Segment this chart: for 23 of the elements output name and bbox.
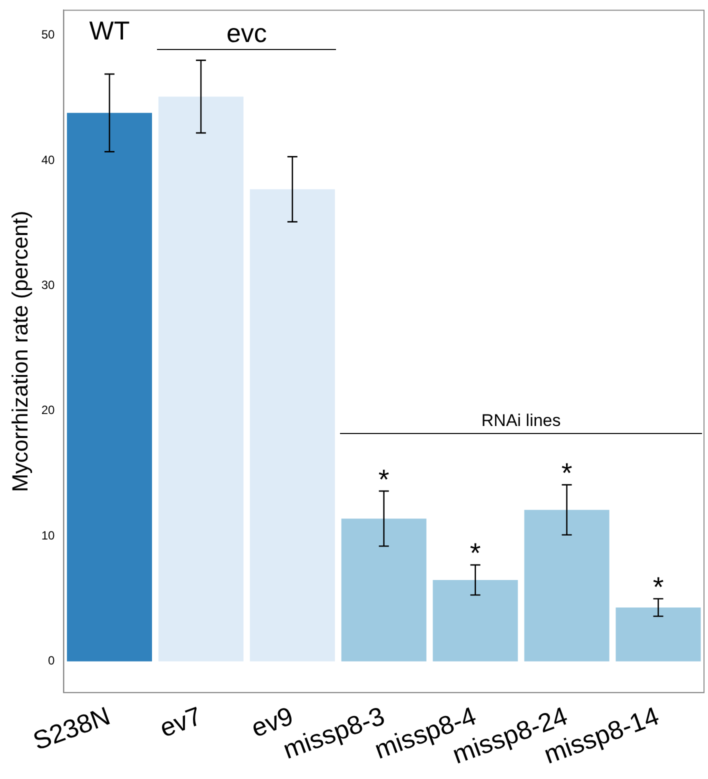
y-tick-label: 0 (48, 654, 56, 668)
y-tick-label: 30 (41, 278, 56, 292)
annotation: * (378, 464, 390, 495)
annotation: * (561, 458, 572, 489)
x-tick-label: S238N (29, 700, 114, 756)
y-tick-label: 20 (41, 403, 56, 418)
y-axis-title: Mycorrhization rate (percent) (7, 210, 32, 492)
bar (616, 608, 701, 662)
bar (158, 96, 244, 662)
bar (250, 189, 335, 662)
annotation: * (652, 571, 664, 602)
annotation: * (470, 538, 481, 569)
y-tick-label: 40 (41, 152, 56, 167)
bar (432, 580, 518, 662)
y-tick-label: 10 (41, 528, 56, 542)
bar (341, 518, 426, 662)
y-tick-label: 50 (41, 28, 56, 42)
annotation: RNAi lines (481, 410, 561, 430)
annotation: WT (89, 15, 130, 46)
annotation: evc (226, 18, 267, 48)
bar (524, 510, 610, 662)
bar (66, 112, 152, 662)
x-tick-label: ev7 (156, 700, 206, 744)
